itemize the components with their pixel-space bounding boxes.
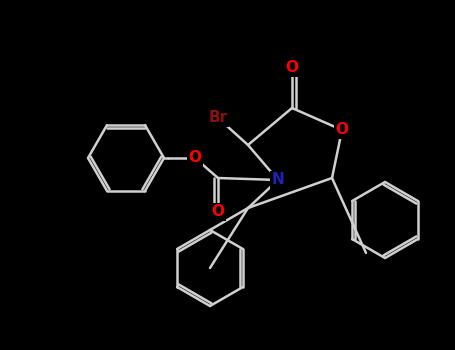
Text: N: N [272,173,284,188]
Text: O: O [285,61,298,76]
Text: O: O [335,122,349,138]
Text: Br: Br [208,111,228,126]
Text: O: O [188,150,202,166]
Text: O: O [212,204,224,219]
